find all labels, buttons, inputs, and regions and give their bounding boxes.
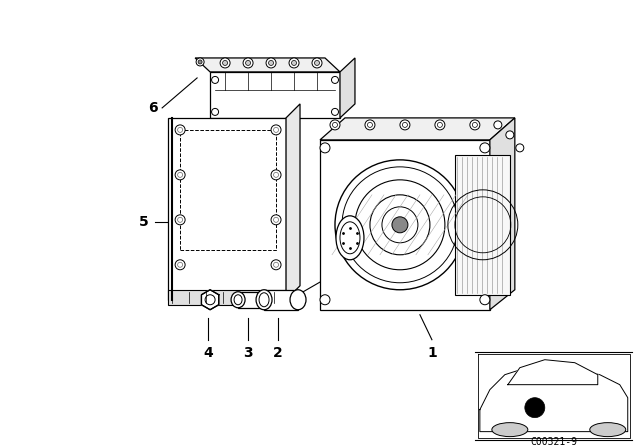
Circle shape [365, 120, 375, 130]
Circle shape [175, 125, 185, 135]
Polygon shape [195, 58, 340, 72]
Circle shape [175, 260, 185, 270]
Text: 1: 1 [427, 346, 436, 360]
Circle shape [332, 108, 339, 116]
Polygon shape [264, 290, 298, 310]
Text: 2: 2 [273, 346, 283, 360]
Circle shape [320, 295, 330, 305]
Polygon shape [168, 118, 286, 300]
Circle shape [246, 60, 250, 65]
Text: 6: 6 [148, 101, 158, 115]
Ellipse shape [256, 290, 272, 310]
Circle shape [198, 60, 202, 64]
Circle shape [506, 131, 514, 139]
Polygon shape [202, 290, 219, 310]
Circle shape [494, 121, 502, 129]
Polygon shape [210, 72, 340, 118]
Text: 4: 4 [204, 346, 213, 360]
Polygon shape [508, 360, 598, 385]
Text: 3: 3 [243, 346, 253, 360]
Ellipse shape [492, 422, 528, 437]
Circle shape [289, 58, 299, 68]
Polygon shape [238, 292, 264, 308]
Ellipse shape [231, 292, 245, 308]
Text: C00321-9: C00321-9 [531, 437, 577, 447]
Circle shape [196, 58, 204, 66]
Circle shape [271, 125, 281, 135]
Circle shape [400, 120, 410, 130]
Circle shape [269, 60, 273, 65]
Circle shape [370, 195, 430, 255]
Polygon shape [340, 58, 355, 118]
Polygon shape [286, 104, 300, 300]
Circle shape [271, 170, 281, 180]
Polygon shape [455, 155, 510, 295]
Circle shape [220, 58, 230, 68]
Polygon shape [480, 367, 628, 431]
Ellipse shape [290, 290, 306, 310]
Circle shape [292, 60, 296, 65]
Polygon shape [320, 140, 490, 310]
Polygon shape [490, 118, 515, 310]
Circle shape [435, 120, 445, 130]
Circle shape [392, 217, 408, 233]
Circle shape [223, 60, 228, 65]
Polygon shape [320, 118, 515, 140]
Circle shape [480, 295, 490, 305]
Circle shape [516, 144, 524, 152]
Bar [180, 130, 276, 250]
Circle shape [212, 108, 219, 116]
Circle shape [335, 160, 465, 290]
Circle shape [271, 260, 281, 270]
Circle shape [525, 398, 545, 418]
Circle shape [330, 120, 340, 130]
Circle shape [266, 58, 276, 68]
Circle shape [271, 215, 281, 225]
Circle shape [314, 60, 319, 65]
Circle shape [480, 143, 490, 153]
Ellipse shape [590, 422, 626, 437]
Circle shape [175, 215, 185, 225]
Ellipse shape [336, 216, 364, 260]
Polygon shape [168, 290, 286, 305]
Text: 5: 5 [138, 215, 148, 229]
Circle shape [312, 58, 322, 68]
Circle shape [332, 77, 339, 83]
Circle shape [320, 143, 330, 153]
Circle shape [175, 170, 185, 180]
Circle shape [470, 120, 480, 130]
Circle shape [212, 77, 219, 83]
Circle shape [243, 58, 253, 68]
